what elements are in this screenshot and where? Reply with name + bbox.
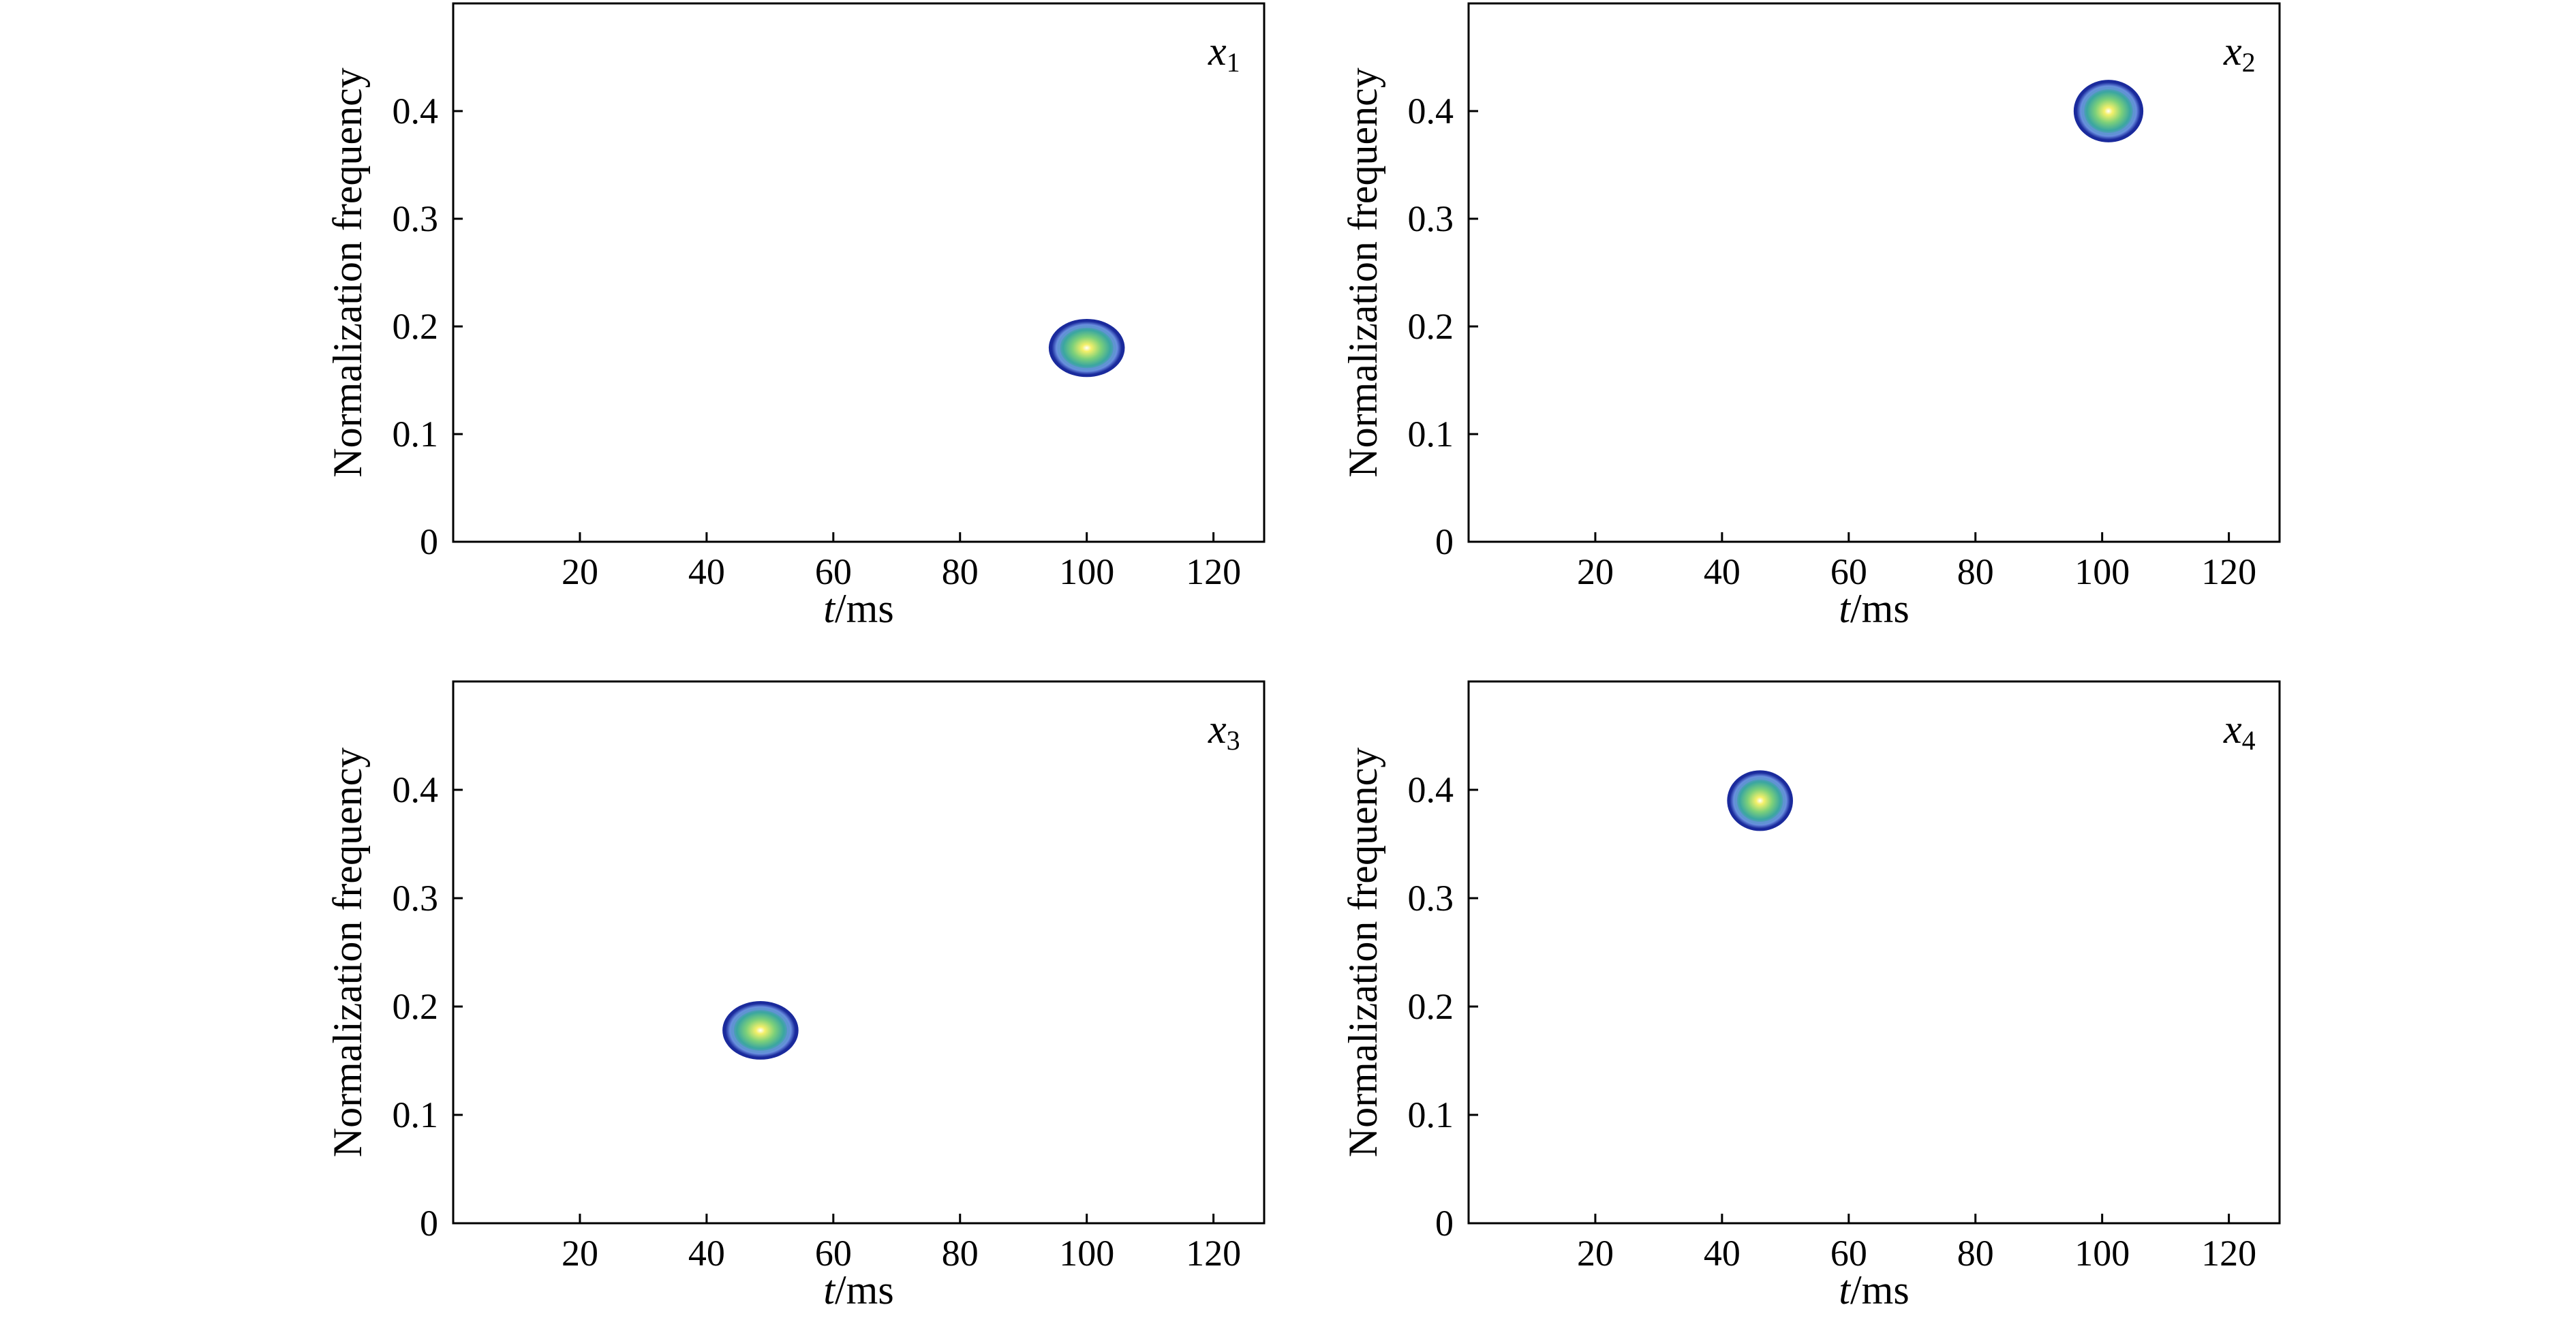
x-tick-label: 40 — [688, 1233, 725, 1274]
x-axis-label: t/ms — [823, 586, 893, 631]
panel-label: x2 — [2223, 29, 2256, 78]
y-tick-label: 0.4 — [1408, 769, 1454, 810]
x-tick-label: 60 — [815, 551, 852, 592]
energy-contour — [1735, 778, 1785, 823]
x-tick-label: 80 — [1957, 1233, 1994, 1274]
subplot-3: 20 40 60 80 100 120 0 0.1 0.2 0.3 0.4 t/ms Normaliza… — [325, 680, 1266, 1313]
x-tick-label: 60 — [1830, 1233, 1867, 1274]
x-tick-label: 20 — [562, 551, 598, 592]
panel-label: x3 — [1208, 707, 1240, 756]
y-tick-label: 0.3 — [1408, 198, 1454, 239]
y-tick-label: 0.3 — [393, 878, 439, 919]
x-tick-label: 20 — [1577, 1233, 1614, 1274]
x-tick-label: 100 — [1059, 1233, 1114, 1274]
x-tick-label: 80 — [942, 551, 979, 592]
y-tick-label: 0.3 — [1408, 878, 1454, 919]
y-tick-label: 0.4 — [393, 91, 439, 132]
x-axis-label: t/ms — [1839, 1268, 1909, 1313]
x-tick-label: 40 — [1704, 1233, 1741, 1274]
y-axis-label: Normalization frequency — [1340, 67, 1385, 477]
y-tick-label: 0.4 — [393, 769, 439, 810]
y-tick-label: 0.4 — [1408, 91, 1454, 132]
plot-frame — [1467, 680, 2281, 1225]
x-tick-label: 80 — [1957, 551, 1994, 592]
y-tick-label: 0 — [1435, 521, 1454, 562]
y-axis-label: Normalization frequency — [325, 67, 370, 477]
plot-frame — [452, 2, 1266, 543]
y-tick-label: 0.3 — [393, 198, 439, 239]
x-tick-label: 20 — [1577, 551, 1614, 592]
x-axis-label: t/ms — [823, 1268, 893, 1313]
y-tick-label: 0.1 — [1408, 1094, 1454, 1135]
energy-contour — [732, 1009, 789, 1052]
x-tick-label: 100 — [1059, 551, 1114, 592]
y-tick-label: 0.1 — [393, 1094, 439, 1135]
x-tick-label: 20 — [562, 1233, 598, 1274]
y-tick-label: 0 — [1435, 1203, 1454, 1244]
y-tick-label: 0.2 — [1408, 306, 1454, 347]
subplot-4: 20 40 60 80 100 120 0 0.1 0.2 0.3 0.4 t/ms Normaliza… — [1340, 680, 2281, 1313]
x-tick-label: 80 — [942, 1233, 979, 1274]
x-axis-label: t/ms — [1839, 586, 1909, 631]
x-tick-label: 40 — [688, 551, 725, 592]
x-tick-label: 60 — [1830, 551, 1867, 592]
y-tick-label: 0 — [420, 521, 438, 562]
y-tick-label: 0.1 — [393, 414, 439, 455]
subplot-2: 20 40 60 80 100 120 0 0.1 0.2 0.3 0.4 t/ms Normaliza… — [1340, 2, 2281, 631]
x-tick-label: 100 — [2074, 551, 2130, 592]
x-tick-label: 120 — [2201, 551, 2256, 592]
y-tick-label: 0.1 — [1408, 414, 1454, 455]
panel-label: x4 — [2223, 707, 2256, 756]
x-tick-label: 120 — [1186, 551, 1241, 592]
y-tick-label: 0.2 — [393, 306, 439, 347]
x-tick-label: 100 — [2074, 1233, 2130, 1274]
y-tick-label: 0 — [420, 1203, 438, 1244]
x-tick-label: 120 — [1186, 1233, 1241, 1274]
y-tick-label: 0.2 — [393, 986, 439, 1027]
panel-label: x1 — [1208, 29, 1240, 78]
subplot-1: 20 40 60 80 100 120 0 0.1 0.2 0.3 0.4 t/ms Normaliza… — [325, 2, 1266, 631]
energy-contour — [1058, 326, 1115, 370]
plot-frame — [452, 680, 1266, 1225]
energy-contour — [2083, 88, 2134, 134]
x-tick-label: 60 — [815, 1233, 852, 1274]
x-tick-label: 40 — [1704, 551, 1741, 592]
y-tick-label: 0.2 — [1408, 986, 1454, 1027]
y-axis-label: Normalization frequency — [1340, 748, 1385, 1157]
y-axis-label: Normalization frequency — [325, 748, 370, 1157]
plot-frame — [1467, 2, 2281, 543]
x-tick-label: 120 — [2201, 1233, 2256, 1274]
